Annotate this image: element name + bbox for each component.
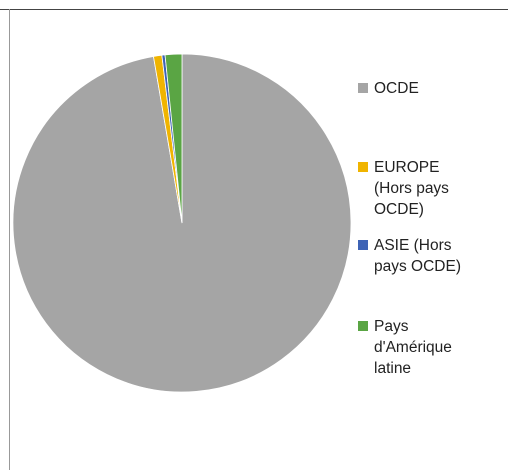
legend-swatch-asie [358, 240, 368, 250]
legend-swatch-europe [358, 162, 368, 172]
legend-item-asie: ASIE (Hors pays OCDE) [358, 235, 498, 277]
chart-frame-top-border [0, 9, 508, 10]
legend-item-europe: EUROPE (Hors pays OCDE) [358, 157, 498, 220]
pie-slice-amerique-latine [164, 53, 183, 224]
legend-label-amerique-latine: Pays d'Amérique latine [374, 318, 452, 377]
legend-item-amerique-latine: Pays d'Amérique latine [358, 316, 498, 379]
legend-label-europe: EUROPE (Hors pays OCDE) [374, 159, 449, 218]
legend-item-ocde: OCDE [358, 78, 498, 99]
legend-label-asie: ASIE (Hors pays OCDE) [374, 237, 461, 275]
legend-swatch-amerique-latine [358, 321, 368, 331]
legend-swatch-ocde [358, 83, 368, 93]
legend-label-ocde: OCDE [374, 80, 419, 97]
chart-frame-left-border [9, 9, 10, 470]
